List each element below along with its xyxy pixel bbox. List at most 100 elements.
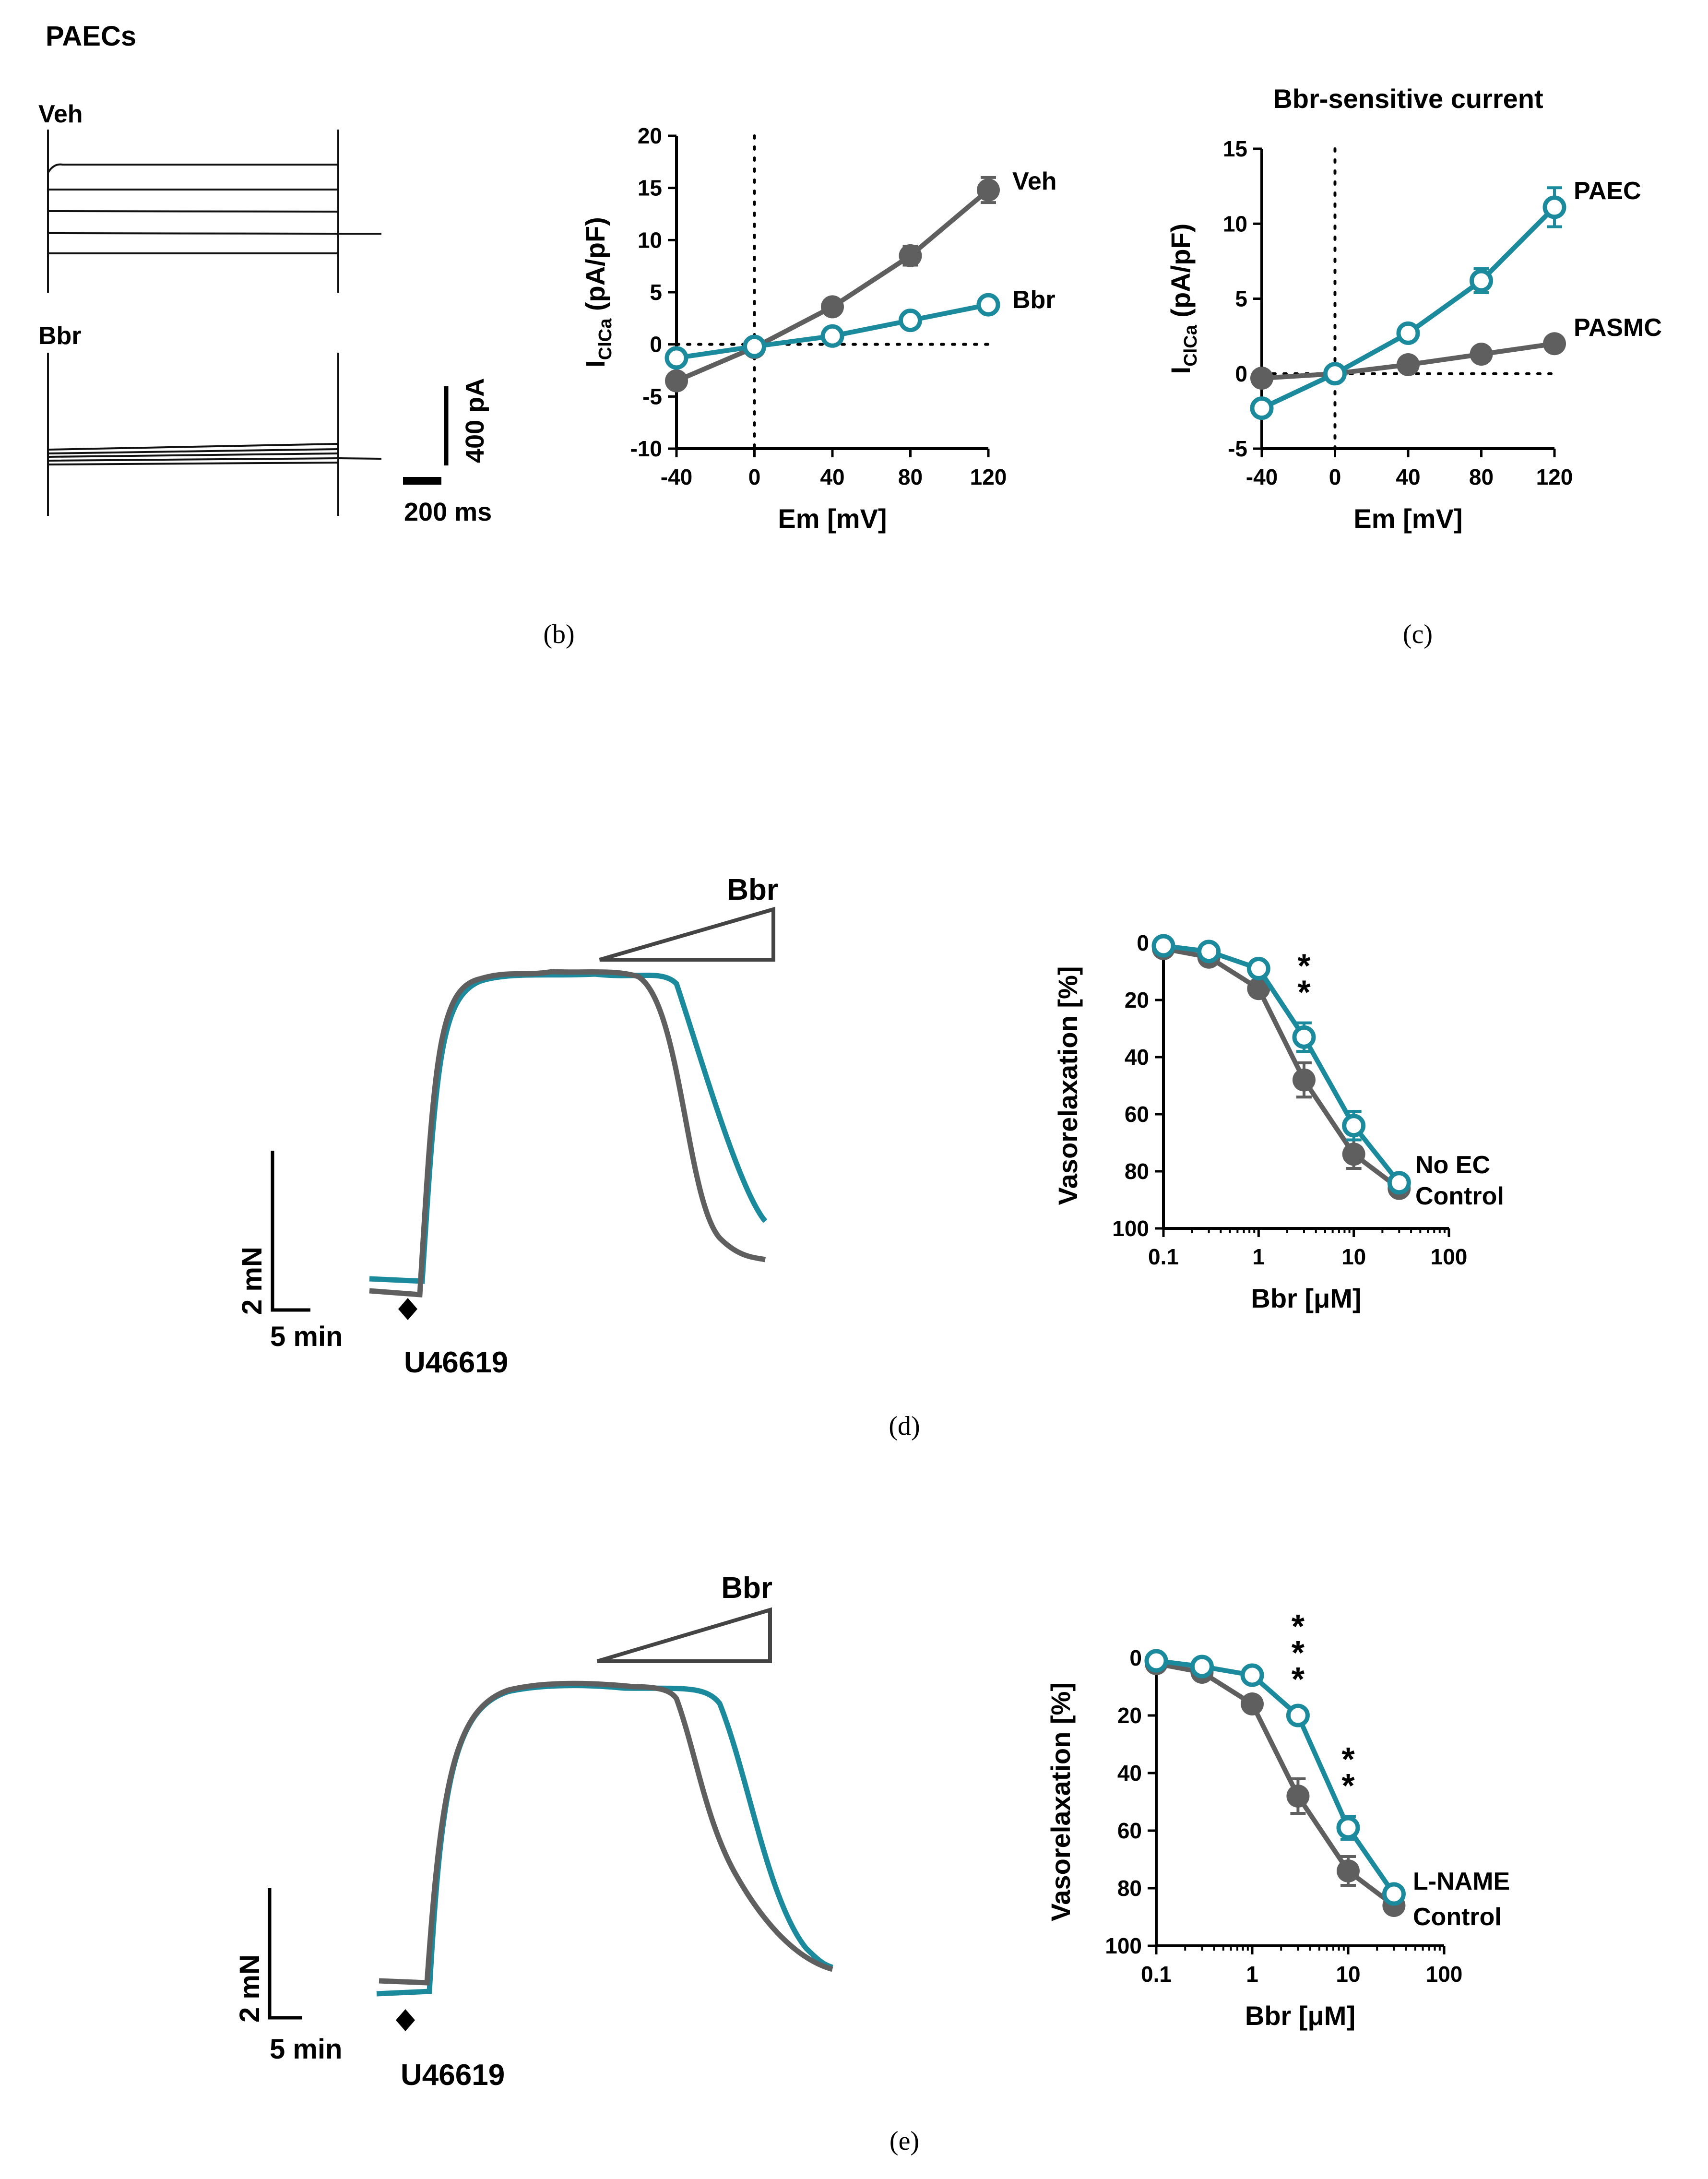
x-tick-label: 10: [1336, 1962, 1360, 1987]
chart-c-bbr-sensitive-current: -5 0 5 10 15 -40 0 40 80 120 Em [mV] IClCa (pA/pF) B…: [1165, 83, 1662, 534]
bbr-trace-step: [47, 462, 339, 465]
drug-ramp-triangle-d: [599, 906, 775, 962]
y-axis-label: IClCa (pA/pF): [1165, 224, 1201, 374]
data-point: [976, 293, 1000, 317]
data-point: [743, 334, 766, 358]
y-tick-label: 60: [1117, 1818, 1142, 1843]
y-tick-label: 20: [638, 123, 662, 148]
y-tick-label: 15: [1223, 136, 1247, 161]
data-point: [664, 346, 688, 370]
veh-trace-step: [47, 232, 381, 235]
x-axis-label: Bbr [μM]: [1251, 1283, 1361, 1313]
data-point: [820, 324, 844, 348]
y-tick-label: 20: [1117, 1703, 1142, 1728]
chart-b-iv-curve: -10 -5 0 5 10 15 20 -40 0 40 80 120 Em [mV] IClCa (pA…: [580, 123, 1057, 534]
x-tick-label: 1: [1253, 1244, 1265, 1269]
x-tick-label: 100: [1426, 1962, 1463, 1987]
significance-asterisk: *: [1297, 947, 1311, 985]
significance-asterisk: *: [1292, 1634, 1305, 1671]
x-tick-label: 40: [820, 464, 844, 489]
y-axis-label: Vasorelaxation [%]: [1045, 1682, 1076, 1921]
bbr-trace-step: [47, 448, 339, 454]
legend-label: Bbr: [1012, 286, 1056, 314]
tension-scale-bar-d: [271, 1151, 310, 1312]
x-tick-label: 10: [1341, 1244, 1366, 1269]
bbr-trace-label: Bbr: [38, 322, 82, 350]
data-point: [1382, 1882, 1406, 1906]
tension-trace-treated-e: [376, 1683, 833, 1997]
y-tick-label: 15: [638, 176, 662, 201]
time-scale-label-d: 5 min: [270, 1321, 343, 1352]
veh-trace-step: [47, 210, 339, 213]
data-point: [1342, 1143, 1365, 1166]
data-point: [1151, 934, 1175, 958]
series-line: [1260, 205, 1556, 411]
force-scale-label-e: 2 mN: [234, 1954, 265, 2023]
y-tick-label: -5: [642, 384, 662, 409]
chart-title: Bbr-sensitive current: [1273, 83, 1543, 114]
chart-e-vasorelaxation: 0 20 40 60 80 100 0.1 1 10 100 Bbr [μM] Vasorelaxat…: [1045, 1607, 1510, 2031]
series-paec: [1250, 186, 1566, 420]
y-tick-label: 40: [1117, 1761, 1142, 1786]
legend-label: L-NAME: [1413, 1868, 1510, 1895]
bbr-trace-step: [47, 443, 339, 451]
data-point: [1542, 195, 1566, 219]
data-point: [1197, 940, 1221, 964]
y-tick-label: 40: [1125, 1045, 1149, 1070]
y-tick-label: 0: [1129, 1645, 1142, 1670]
data-point: [1337, 1859, 1360, 1882]
series-line: [1156, 1658, 1396, 1895]
x-tick-label: 40: [1396, 464, 1420, 489]
tension-scale-bar-e: [268, 1888, 302, 2020]
data-point: [1190, 1655, 1214, 1679]
series-control: [1152, 937, 1411, 1200]
y-tick-label: 100: [1105, 1933, 1142, 1958]
caption-d: (d): [889, 1411, 920, 1441]
agonist-marker-e: [396, 2009, 415, 2031]
data-point: [821, 295, 844, 319]
x-tick-label: 100: [1431, 1244, 1468, 1269]
data-point: [1250, 367, 1273, 390]
data-point: [1144, 1649, 1168, 1673]
y-tick-label: 0: [650, 332, 662, 357]
x-axis-label: Bbr [μM]: [1245, 2000, 1355, 2031]
caption-b: (b): [543, 619, 574, 649]
y-axis-label: IClCa (pA/pF): [580, 217, 616, 368]
x-tick-label: 0: [1329, 464, 1341, 489]
y-tick-label: 60: [1125, 1102, 1149, 1127]
tension-trace-d: Bbr U46619 2 mN 5 min: [237, 873, 778, 1379]
agonist-marker-d: [398, 1298, 417, 1320]
y-tick-label: 0: [1137, 930, 1149, 955]
series-no-ec: [1151, 934, 1411, 1195]
data-point: [1323, 362, 1347, 386]
series-line: [1163, 943, 1401, 1184]
agonist-label-d: U46619: [404, 1346, 508, 1379]
data-point: [1246, 957, 1270, 981]
data-point: [1286, 1785, 1310, 1808]
veh-trace-label: Veh: [38, 100, 83, 128]
series-veh: [665, 176, 1000, 393]
series-control: [1145, 1652, 1406, 1917]
data-point: [899, 309, 922, 333]
force-scale-label-d: 2 mN: [237, 1247, 268, 1315]
y-tick-label: 5: [1235, 286, 1247, 311]
significance-asterisk: *: [1297, 974, 1311, 1011]
data-point: [1342, 1114, 1366, 1138]
x-tick-label: 80: [1469, 464, 1494, 489]
data-point: [1240, 1663, 1264, 1687]
data-point: [1470, 269, 1493, 293]
x-tick-label: 120: [970, 464, 1007, 489]
tension-trace-e: Bbr U46619 2 mN 5 min: [234, 1572, 833, 2092]
x-axis-label: Em [mV]: [1353, 503, 1462, 534]
bbr-trace-step: [47, 452, 339, 458]
current-scale-bar: 400 pA 200 ms: [403, 378, 492, 526]
tension-trace-control-e: [379, 1680, 833, 1986]
y-tick-label: 0: [1235, 361, 1247, 386]
drug-ramp-triangle-e: [596, 1607, 772, 1663]
bbr-trace-step: [47, 457, 382, 462]
data-point: [1247, 977, 1270, 1000]
x-tick-label: 1: [1246, 1962, 1258, 1987]
y-tick-label: -10: [630, 436, 662, 461]
x-tick-label: 80: [898, 464, 923, 489]
